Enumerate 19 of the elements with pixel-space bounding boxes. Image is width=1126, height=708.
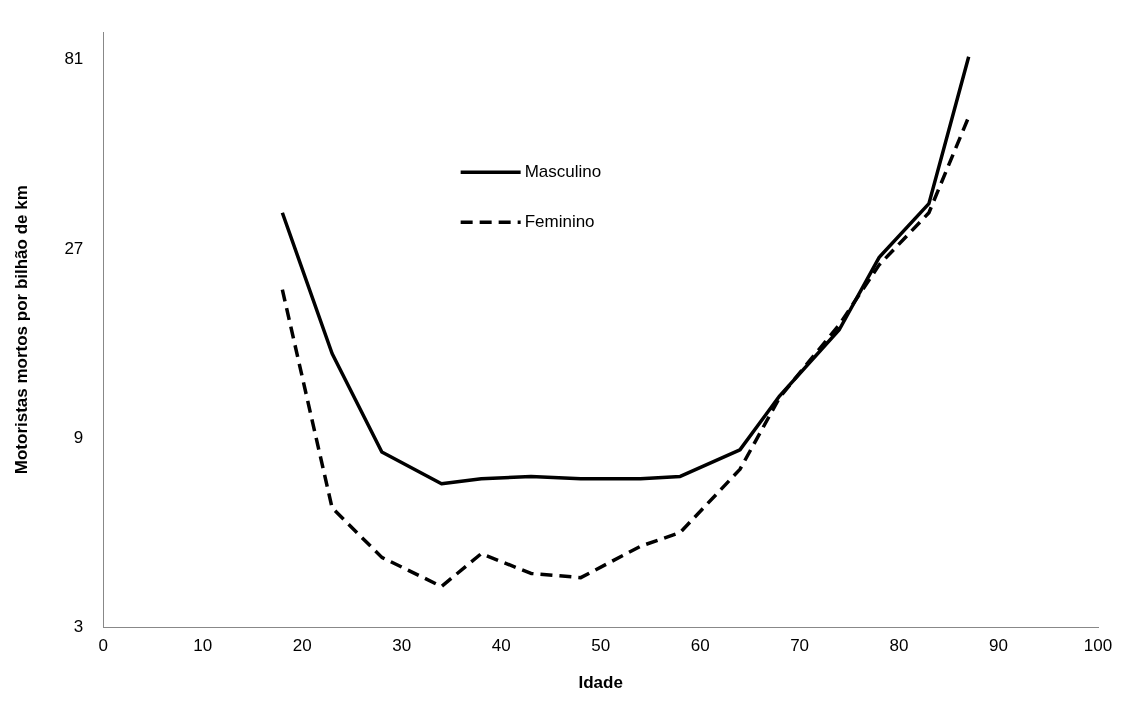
- x-tick-label: 40: [491, 636, 511, 656]
- x-tick-label: 60: [690, 636, 710, 656]
- y-tick-label: 27: [64, 238, 84, 258]
- x-tick-label: 50: [591, 636, 611, 656]
- legend-label: Masculino: [524, 161, 602, 181]
- x-tick-label: 70: [790, 636, 810, 656]
- y-axis-title: Motoristas mortos por bilhão de km: [11, 185, 31, 475]
- x-tick-label: 20: [292, 636, 312, 656]
- y-tick-label: 3: [73, 616, 84, 636]
- x-tick-label: 90: [989, 636, 1008, 656]
- x-tick-label: 80: [889, 636, 909, 656]
- x-tick-label: 100: [1083, 636, 1113, 656]
- y-tick-label: 9: [73, 427, 84, 447]
- x-tick-label: 0: [98, 636, 109, 656]
- x-tick-label: 10: [193, 636, 213, 656]
- x-tick-label: 30: [392, 636, 412, 656]
- x-axis-title: Idade: [578, 673, 623, 693]
- legend-label: Feminino: [524, 211, 595, 231]
- y-tick-label: 81: [64, 49, 84, 69]
